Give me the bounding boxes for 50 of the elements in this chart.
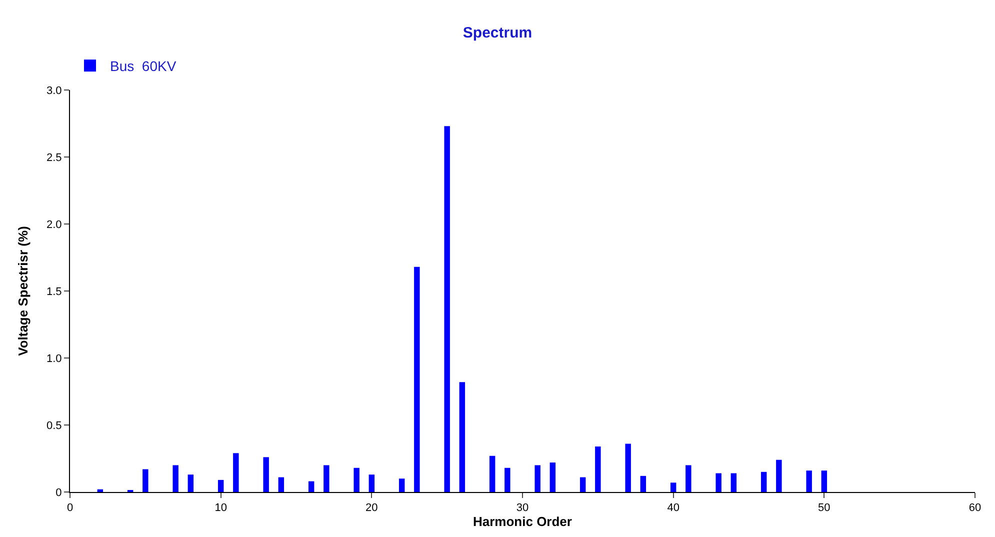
x-tick-label: 60 bbox=[968, 502, 982, 514]
x-tick-label: 10 bbox=[214, 502, 227, 514]
x-tick-label: 20 bbox=[366, 502, 378, 514]
bar bbox=[308, 481, 314, 492]
bar bbox=[324, 465, 330, 492]
x-tick-label: 0 bbox=[66, 502, 74, 514]
x-tick-label: 30 bbox=[516, 502, 529, 514]
bar bbox=[263, 457, 269, 492]
bar bbox=[489, 456, 496, 492]
bar bbox=[444, 126, 450, 492]
bar bbox=[188, 474, 194, 492]
y-tick-label: 2.0 bbox=[46, 218, 62, 231]
x-tick-label: 40 bbox=[667, 502, 680, 514]
bar bbox=[716, 473, 722, 492]
bar bbox=[686, 465, 692, 492]
bar bbox=[504, 468, 510, 492]
y-axis-title: Voltage Spectrisr (%) bbox=[15, 226, 30, 356]
bar bbox=[398, 478, 405, 492]
bar bbox=[278, 477, 284, 492]
bar bbox=[368, 474, 375, 492]
bar bbox=[534, 465, 540, 492]
bar bbox=[172, 465, 178, 492]
y-tick-label: 2.5 bbox=[46, 152, 62, 164]
bar bbox=[233, 453, 239, 492]
bar bbox=[640, 476, 646, 492]
x-tick-label: 50 bbox=[818, 502, 830, 514]
bar bbox=[821, 470, 828, 492]
bar bbox=[760, 472, 767, 492]
y-tick-label: 0.5 bbox=[46, 420, 62, 432]
bar bbox=[595, 446, 601, 492]
y-tick-label: 1.0 bbox=[46, 352, 62, 365]
bar bbox=[625, 444, 631, 492]
legend-label: Bus 60KV bbox=[110, 58, 177, 74]
bar bbox=[730, 473, 737, 492]
y-tick-label: 0 bbox=[56, 486, 62, 499]
bar bbox=[218, 480, 224, 492]
bar bbox=[580, 477, 586, 492]
bar bbox=[354, 468, 360, 492]
bar bbox=[776, 460, 782, 492]
bar bbox=[550, 462, 556, 492]
bar bbox=[806, 470, 812, 492]
y-tick-label: 1.5 bbox=[46, 286, 62, 298]
bar bbox=[414, 266, 420, 492]
bar bbox=[142, 469, 148, 492]
y-tick-label: 3.0 bbox=[46, 84, 62, 97]
x-axis-title: Harmonic Order bbox=[473, 514, 572, 530]
bar bbox=[670, 482, 676, 492]
bar bbox=[97, 489, 104, 492]
chart-title: Spectrum bbox=[462, 24, 532, 42]
bar bbox=[459, 382, 466, 492]
